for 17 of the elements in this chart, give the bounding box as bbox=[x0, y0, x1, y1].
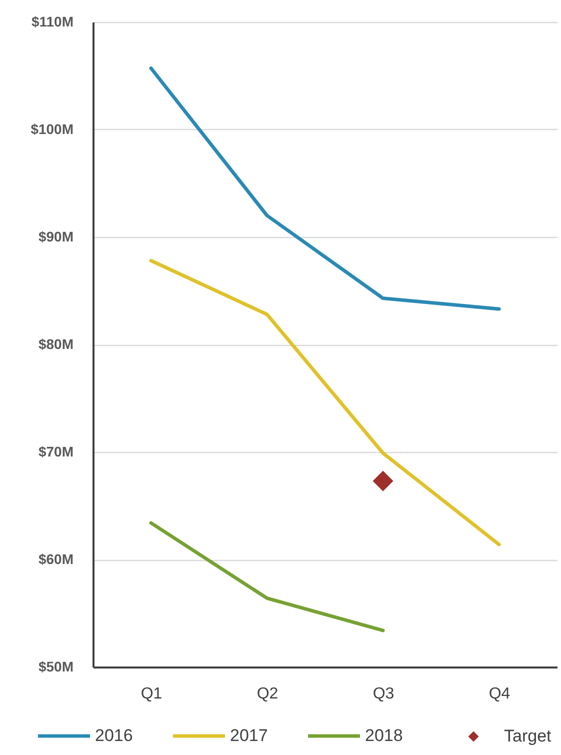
y-tick-label: $80M bbox=[38, 336, 74, 352]
x-tick-label: Q3 bbox=[372, 686, 394, 702]
line-series bbox=[149, 258, 501, 546]
x-tick-label: Q4 bbox=[488, 686, 510, 702]
line-series bbox=[149, 66, 501, 311]
y-tick-label: $50M bbox=[38, 658, 74, 674]
legend-label: Target bbox=[504, 726, 552, 746]
x-tick-label: Q1 bbox=[140, 686, 162, 702]
y-tick-label: $90M bbox=[38, 228, 74, 244]
y-tick-label: $110M bbox=[31, 14, 74, 30]
y-tick-label: $100M bbox=[30, 121, 74, 137]
legend-label: 2017 bbox=[230, 726, 268, 745]
y-tick-label: $70M bbox=[38, 444, 74, 460]
y-tick-label: $60M bbox=[38, 551, 74, 567]
legend-label: 2018 bbox=[365, 726, 403, 745]
x-tick-label: Q2 bbox=[256, 686, 278, 702]
legend-label: 2016 bbox=[95, 726, 133, 745]
